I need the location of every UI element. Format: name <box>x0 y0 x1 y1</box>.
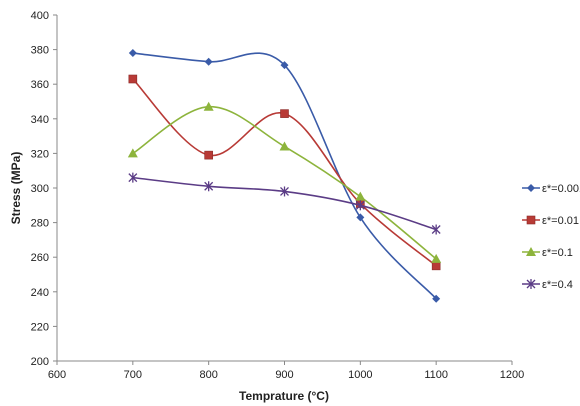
series-line-1 <box>132 52 437 300</box>
legend-label-1: ε*=0.001 <box>542 183 580 195</box>
data-point-series-4 <box>204 181 214 192</box>
data-point-series-2 <box>204 150 213 160</box>
data-point-series-1 <box>432 294 441 303</box>
y-tick-label: 380 <box>31 45 49 57</box>
x-tick-label: 1100 <box>424 369 448 381</box>
x-tick-label: 1000 <box>348 369 372 381</box>
y-tick-label: 360 <box>31 79 49 91</box>
x-tick-label: 600 <box>48 369 66 381</box>
y-tick-label: 320 <box>31 148 49 160</box>
legend-marker-2 <box>526 215 536 225</box>
data-point-series-2 <box>431 261 441 271</box>
y-tick-label: 220 <box>31 321 49 333</box>
data-point-series-1 <box>280 61 289 70</box>
series-line-2 <box>132 78 437 267</box>
y-tick-label: 280 <box>31 218 49 230</box>
x-tick-label: 900 <box>275 369 293 381</box>
y-tick-label: 200 <box>31 356 49 368</box>
data-point-series-2 <box>128 74 138 84</box>
data-point-series-3 <box>203 101 214 111</box>
legend-marker-3 <box>526 247 536 256</box>
data-point-series-1 <box>356 213 365 222</box>
x-tick-label: 1200 <box>500 369 524 381</box>
data-point-series-3 <box>355 191 366 201</box>
x-tick-label: 700 <box>124 369 142 381</box>
y-tick-label: 300 <box>31 183 49 195</box>
data-point-series-1 <box>204 57 213 66</box>
data-point-series-4 <box>355 200 365 211</box>
data-point-series-3 <box>279 141 290 151</box>
y-tick-label: 400 <box>31 10 49 22</box>
data-point-series-3 <box>431 253 442 263</box>
x-axis-title: Temprature (°C) <box>239 389 329 403</box>
legend-marker-4 <box>526 279 536 289</box>
y-tick-label: 260 <box>31 252 49 264</box>
legend: ε*=0.001 ε*=0.01 ε*=0.1 ε*=0.4 <box>522 183 580 291</box>
y-tick-label: 340 <box>31 114 49 126</box>
data-point-series-4 <box>431 224 441 235</box>
data-point-series-4 <box>280 186 289 197</box>
data-point-series-2 <box>280 109 289 118</box>
data-point-series-3 <box>127 148 138 158</box>
legend-label-4: ε*=0.4 <box>542 279 573 291</box>
plot-area: 200 220 240 260 280 300 320 340 360 380 400 600 700 8… <box>31 10 525 381</box>
y-tick-label: 240 <box>31 287 49 299</box>
legend-marker-1 <box>527 184 535 192</box>
data-point-series-1 <box>128 49 137 58</box>
y-axis-title: Stress (MPa) <box>9 152 23 225</box>
legend-label-3: ε*=0.1 <box>542 247 573 259</box>
legend-label-2: ε*=0.01 <box>542 215 579 227</box>
data-point-series-4 <box>128 172 138 183</box>
x-tick-label: 800 <box>199 369 217 381</box>
